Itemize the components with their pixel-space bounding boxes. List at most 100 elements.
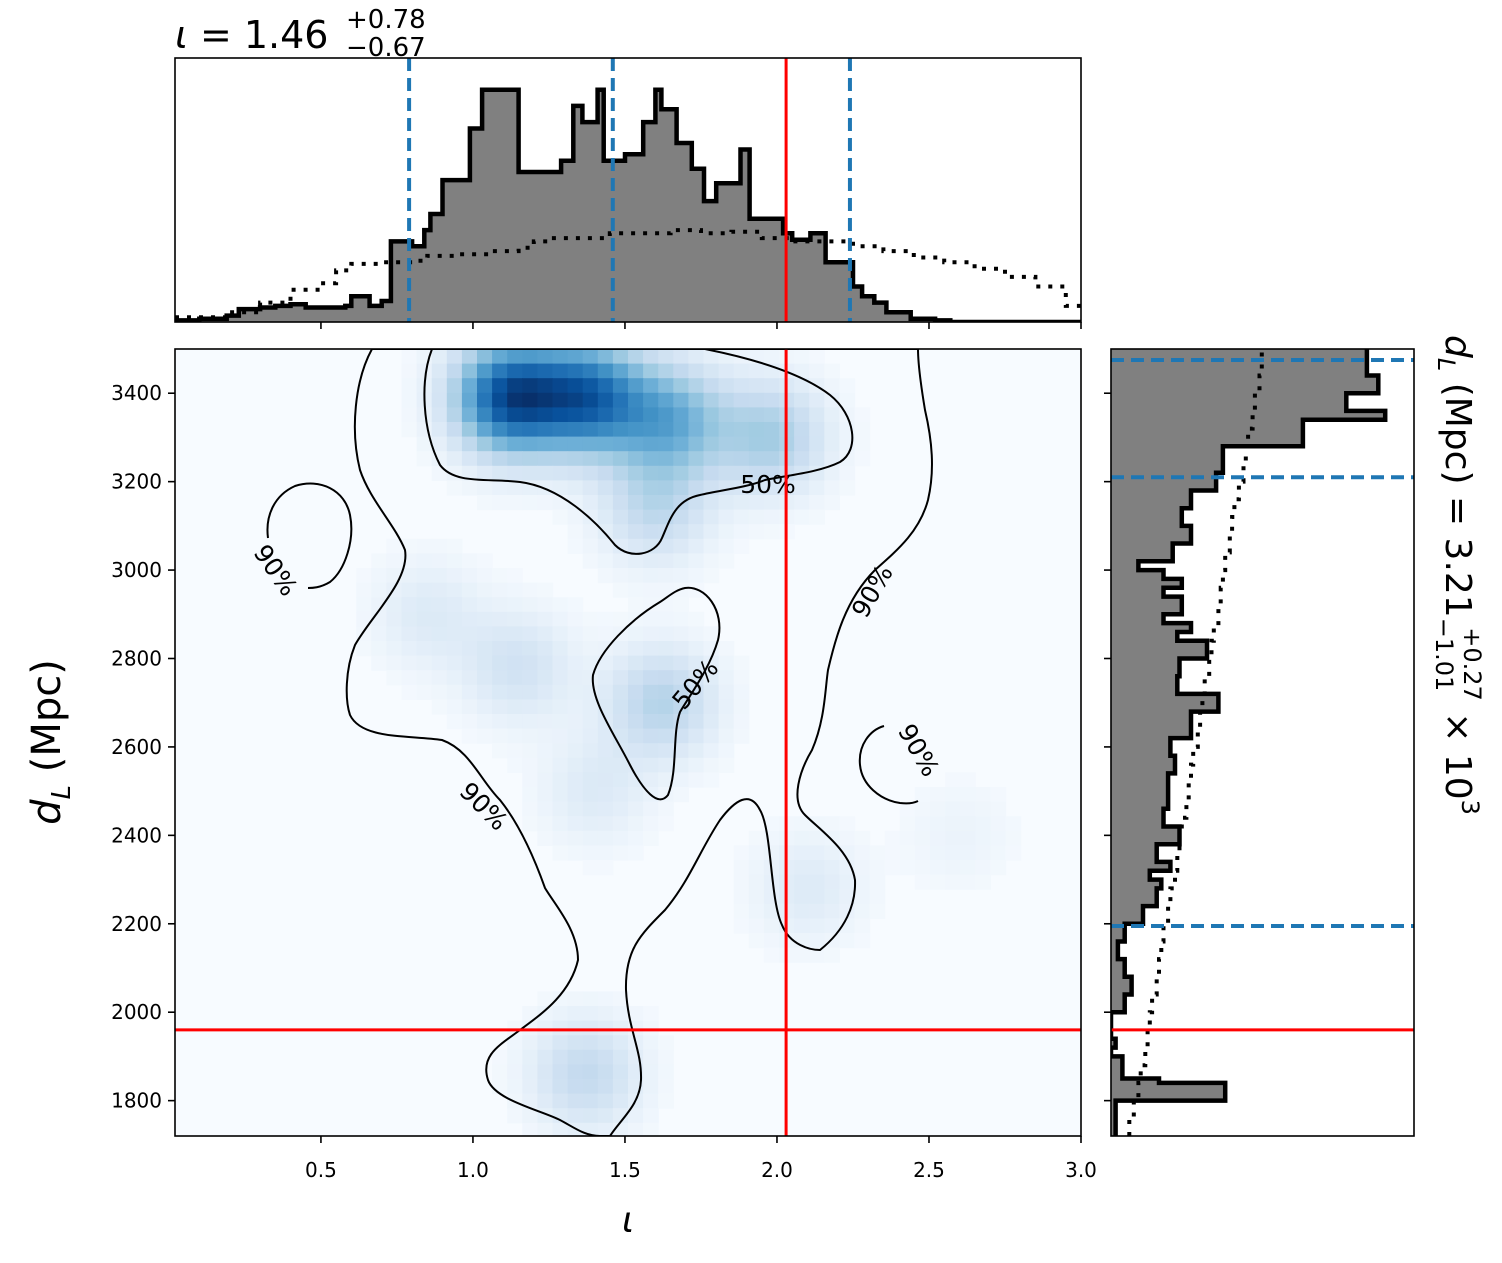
heatmap-cell <box>567 670 584 686</box>
heatmap-cell <box>477 495 493 511</box>
heatmap-cell <box>507 757 523 773</box>
heatmap-cell <box>643 757 659 773</box>
top-title-upper: +0.78 <box>346 5 426 35</box>
heatmap-cell <box>582 363 599 379</box>
heatmap-cell <box>461 568 478 584</box>
heatmap-cell <box>658 480 674 496</box>
joint-x-tick-label-3: 2.0 <box>761 1158 793 1182</box>
heatmap-cell <box>567 597 584 613</box>
heatmap-cell <box>597 845 614 861</box>
heatmap-cell <box>582 495 599 511</box>
heatmap-cell <box>582 816 599 832</box>
heatmap-cell <box>733 845 750 861</box>
heatmap-cell <box>567 1079 584 1095</box>
heatmap-cell <box>688 714 705 730</box>
heatmap-cell <box>643 699 659 715</box>
heatmap-cell <box>794 436 810 452</box>
heatmap-cell <box>597 349 614 365</box>
heatmap-cell <box>597 436 614 452</box>
heatmap-cell <box>763 422 780 438</box>
heatmap-cell <box>552 728 569 744</box>
heatmap-cell <box>522 1064 538 1080</box>
heatmap-cell <box>914 787 931 803</box>
heatmap-cell <box>854 830 871 846</box>
joint-x-label: ι <box>622 1200 634 1241</box>
right-panel-title: dL (Mpc) = 3.21−1.01+0.27 × 103 <box>1430 335 1486 815</box>
heatmap-cell <box>507 349 523 365</box>
heatmap-cell <box>824 860 840 876</box>
heatmap-cell <box>718 436 735 452</box>
heatmap-cell <box>930 816 946 832</box>
heatmap-cell <box>582 728 599 744</box>
heatmap-cell <box>597 1093 614 1109</box>
heatmap-cell <box>582 743 599 759</box>
right-panel-frame <box>1110 348 1415 1137</box>
heatmap-cell <box>688 757 705 773</box>
heatmap-cell <box>597 378 614 394</box>
heatmap-cell <box>507 655 523 671</box>
heatmap-cell <box>643 524 659 540</box>
heatmap-cell <box>582 480 599 496</box>
heatmap-cell <box>477 451 493 467</box>
heatmap-cell <box>628 509 644 525</box>
heatmap-cell <box>612 641 629 657</box>
heatmap-cell <box>477 363 493 379</box>
heatmap-cell <box>628 392 644 408</box>
heatmap-cell <box>673 392 689 408</box>
heatmap-cell <box>612 611 629 627</box>
heatmap-cell <box>733 699 750 715</box>
heatmap-cell <box>794 451 810 467</box>
heatmap-cell <box>431 611 448 627</box>
heatmap-cell <box>960 816 976 832</box>
heatmap-cell <box>839 378 856 394</box>
heatmap-cell <box>386 538 403 554</box>
heatmap-cell <box>673 597 689 613</box>
heatmap-cell <box>794 422 810 438</box>
heatmap-cell <box>492 407 508 423</box>
heatmap-cell <box>507 451 523 467</box>
heatmap-cell <box>688 626 705 642</box>
heatmap-cell <box>567 684 584 700</box>
heatmap-cell <box>824 889 840 905</box>
heatmap-cell <box>567 407 584 423</box>
heatmap-cell <box>492 684 508 700</box>
top-prior-line <box>175 228 1081 320</box>
heatmap-cell <box>431 670 448 686</box>
heatmap-cell <box>522 801 538 817</box>
heatmap-cell <box>718 655 735 671</box>
heatmap-cell <box>643 641 659 657</box>
heatmap-cell <box>763 378 780 394</box>
heatmap-cell <box>658 1049 674 1065</box>
heatmap-cell <box>643 1049 659 1065</box>
heatmap-cell <box>703 538 720 554</box>
heatmap-cell <box>763 903 780 919</box>
heatmap-cell <box>748 422 765 438</box>
joint-x-tick-label-5: 3.0 <box>1065 1158 1097 1182</box>
heatmap-cell <box>763 509 780 525</box>
heatmap-cell <box>461 582 478 598</box>
heatmap-cell <box>582 509 599 525</box>
heatmap-cell <box>688 451 705 467</box>
heatmap-cell <box>507 611 523 627</box>
heatmap-cell <box>582 378 599 394</box>
right-title-exponent: 3 <box>1456 800 1484 815</box>
heatmap-cell <box>386 553 403 569</box>
heatmap-cell <box>446 422 463 438</box>
heatmap-cell <box>628 1006 644 1022</box>
heatmap-cell <box>401 582 418 598</box>
heatmap-cell <box>552 1020 569 1036</box>
heatmap-cell <box>1005 816 1022 832</box>
heatmap-cell <box>809 349 825 365</box>
heatmap-cell <box>748 524 765 540</box>
heatmap-cell <box>643 772 659 788</box>
heatmap-cell <box>507 392 523 408</box>
heatmap-cell <box>582 1079 599 1095</box>
heatmap-cell <box>975 830 991 846</box>
heatmap-cell <box>824 436 840 452</box>
heatmap-cell <box>643 684 659 700</box>
heatmap-cell <box>461 611 478 627</box>
heatmap-cell <box>703 743 720 759</box>
heatmap-cell <box>492 1064 508 1080</box>
heatmap-cell <box>522 582 538 598</box>
heatmap-cell <box>688 509 705 525</box>
